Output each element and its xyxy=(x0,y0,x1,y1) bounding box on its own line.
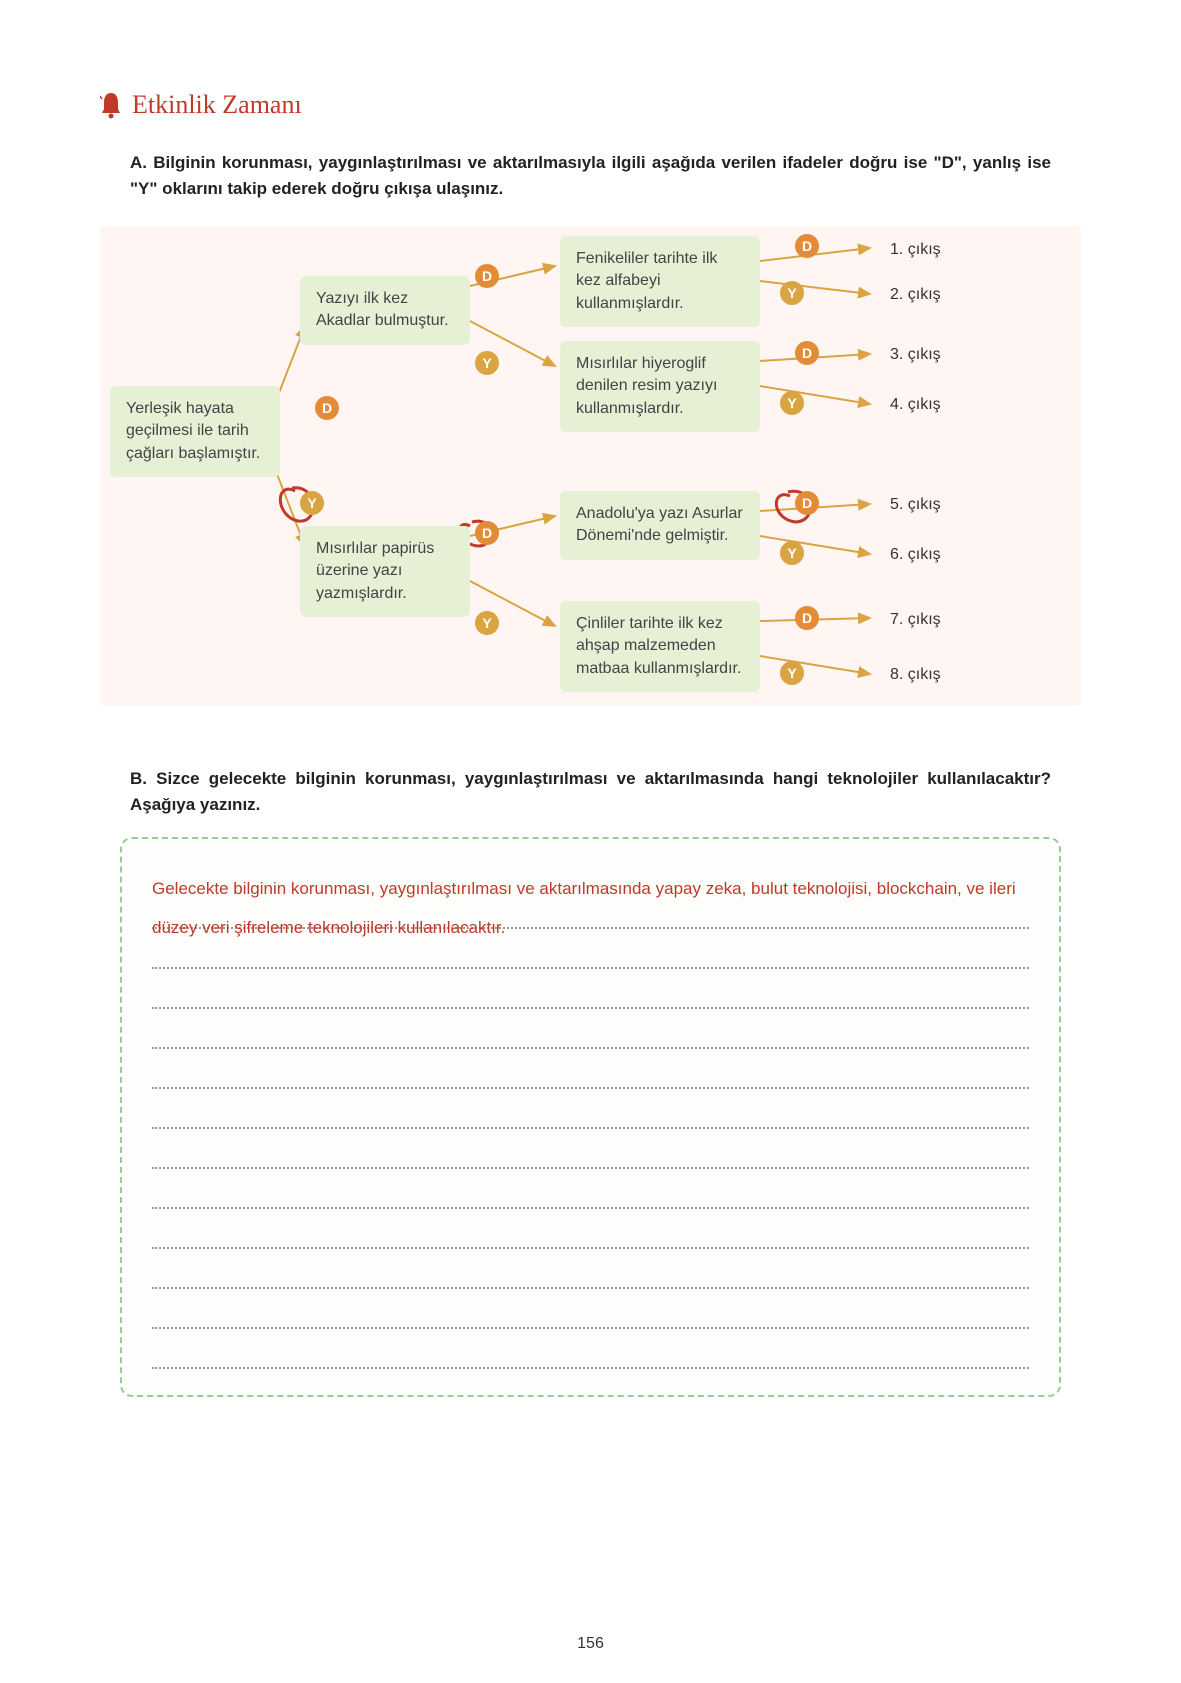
badge-y: Y xyxy=(780,281,804,305)
exit-label: 7. çıkış xyxy=(890,611,941,629)
exit-label: 8. çıkış xyxy=(890,666,941,684)
dotted-lines xyxy=(152,889,1029,1369)
node-l1b: Mısırlılar papirüs üzerine yazı yazmışla… xyxy=(300,526,470,617)
badge-d: D xyxy=(475,264,499,288)
worksheet-page: Etkinlik Zamanı A. Bilginin korunması, y… xyxy=(0,0,1181,1683)
exit-label: 4. çıkış xyxy=(890,396,941,414)
flowchart-area: Yerleşik hayata geçilmesi ile tarih çağl… xyxy=(100,226,1081,706)
badge-y: Y xyxy=(780,661,804,685)
exit-label: 3. çıkış xyxy=(890,346,941,364)
badge-d: D xyxy=(795,491,819,515)
badge-y: Y xyxy=(300,491,324,515)
exit-label: 2. çıkış xyxy=(890,286,941,304)
badge-d: D xyxy=(795,341,819,365)
badge-d: D xyxy=(475,521,499,545)
page-number: 156 xyxy=(0,1635,1181,1653)
activity-title: Etkinlik Zamanı xyxy=(132,90,302,120)
answer-box: Gelecekte bilginin korunması, yaygınlaşt… xyxy=(120,837,1061,1397)
badge-d: D xyxy=(315,396,339,420)
exit-label: 1. çıkış xyxy=(890,241,941,259)
node-l2c: Anadolu'ya yazı Asurlar Dönemi'nde gelmi… xyxy=(560,491,760,560)
node-l1a: Yazıyı ilk kez Akadlar bulmuştur. xyxy=(300,276,470,345)
student-answer: Gelecekte bilginin korunması, yaygınlaşt… xyxy=(152,869,1029,947)
exit-label: 5. çıkış xyxy=(890,496,941,514)
node-l2a: Fenikeliler tarihte ilk kez alfabeyi kul… xyxy=(560,236,760,327)
section-a-instruction: A. Bilginin korunması, yaygınlaştırılmas… xyxy=(100,150,1081,201)
section-b-instruction: B. Sizce gelecekte bilginin korunması, y… xyxy=(100,766,1081,817)
badge-d: D xyxy=(795,234,819,258)
bell-icon xyxy=(100,91,122,119)
node-l2d: Çinliler tarihte ilk kez ahşap malzemede… xyxy=(560,601,760,692)
badge-y: Y xyxy=(780,541,804,565)
badge-y: Y xyxy=(475,611,499,635)
node-root: Yerleşik hayata geçilmesi ile tarih çağl… xyxy=(110,386,280,477)
node-l2b: Mısırlılar hiyeroglif denilen resim yazı… xyxy=(560,341,760,432)
badge-d: D xyxy=(795,606,819,630)
exit-label: 6. çıkış xyxy=(890,546,941,564)
badge-y: Y xyxy=(780,391,804,415)
badge-y: Y xyxy=(475,351,499,375)
page-header: Etkinlik Zamanı xyxy=(100,90,1081,120)
